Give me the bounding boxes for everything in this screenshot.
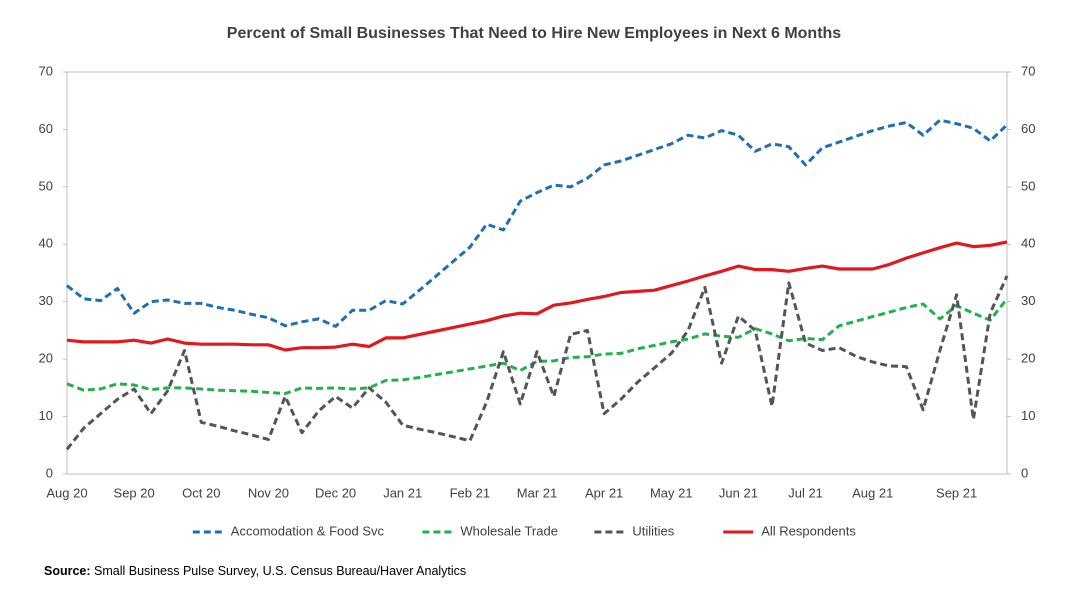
- y2-tick-label: 40: [1021, 236, 1035, 251]
- source-label: Source:: [44, 564, 91, 578]
- y-tick-label: 40: [39, 236, 53, 251]
- y2-tick-label: 0: [1021, 465, 1028, 480]
- source: Source: Small Business Pulse Survey, U.S…: [44, 564, 466, 578]
- x-tick-label: Sep 21: [936, 485, 977, 500]
- x-tick-label: Dec 20: [315, 485, 356, 500]
- y2-tick-label: 50: [1021, 178, 1035, 193]
- x-tick-label: Aug 20: [46, 485, 87, 500]
- x-tick-label: Jul 21: [788, 485, 823, 500]
- source-text: Small Business Pulse Survey, U.S. Census…: [94, 564, 466, 578]
- y-tick-label: 10: [39, 408, 53, 423]
- legend-label: Utilities: [632, 523, 674, 538]
- chart-title: Percent of Small Businesses That Need to…: [227, 25, 841, 42]
- x-tick-label: Aug 21: [852, 485, 893, 500]
- x-tick-label: Jan 21: [383, 485, 422, 500]
- x-tick-label: Nov 20: [248, 485, 289, 500]
- x-tick-label: Feb 21: [450, 485, 490, 500]
- series-line: [66, 118, 1009, 328]
- series-line: [66, 297, 1009, 396]
- y2-tick-label: 70: [1021, 63, 1035, 78]
- y2-tick-label: 20: [1021, 351, 1035, 366]
- y2-tick-label: 10: [1021, 408, 1035, 423]
- y-tick-label: 50: [39, 178, 53, 193]
- legend-label: All Respondents: [761, 523, 856, 538]
- y-tick-label: 60: [39, 121, 53, 136]
- x-tick-label: May 21: [650, 485, 693, 500]
- x-tick-label: Oct 20: [182, 485, 220, 500]
- x-tick-label: Sep 20: [114, 485, 155, 500]
- legend-label: Wholesale Trade: [460, 523, 558, 538]
- y2-tick-label: 60: [1021, 121, 1035, 136]
- y-tick-label: 0: [46, 465, 53, 480]
- series-line: [65, 275, 1009, 451]
- x-tick-label: Jun 21: [719, 485, 758, 500]
- y-tick-label: 30: [39, 293, 53, 308]
- plot-frame: [66, 71, 1008, 475]
- y-tick-label: 70: [39, 63, 53, 78]
- x-tick-label: Apr 21: [585, 485, 623, 500]
- x-tick-label: Mar 21: [517, 485, 557, 500]
- y2-tick-label: 30: [1021, 293, 1035, 308]
- y-tick-label: 20: [39, 351, 53, 366]
- series-line: [66, 240, 1008, 352]
- legend-label: Accomodation & Food Svc: [231, 523, 385, 538]
